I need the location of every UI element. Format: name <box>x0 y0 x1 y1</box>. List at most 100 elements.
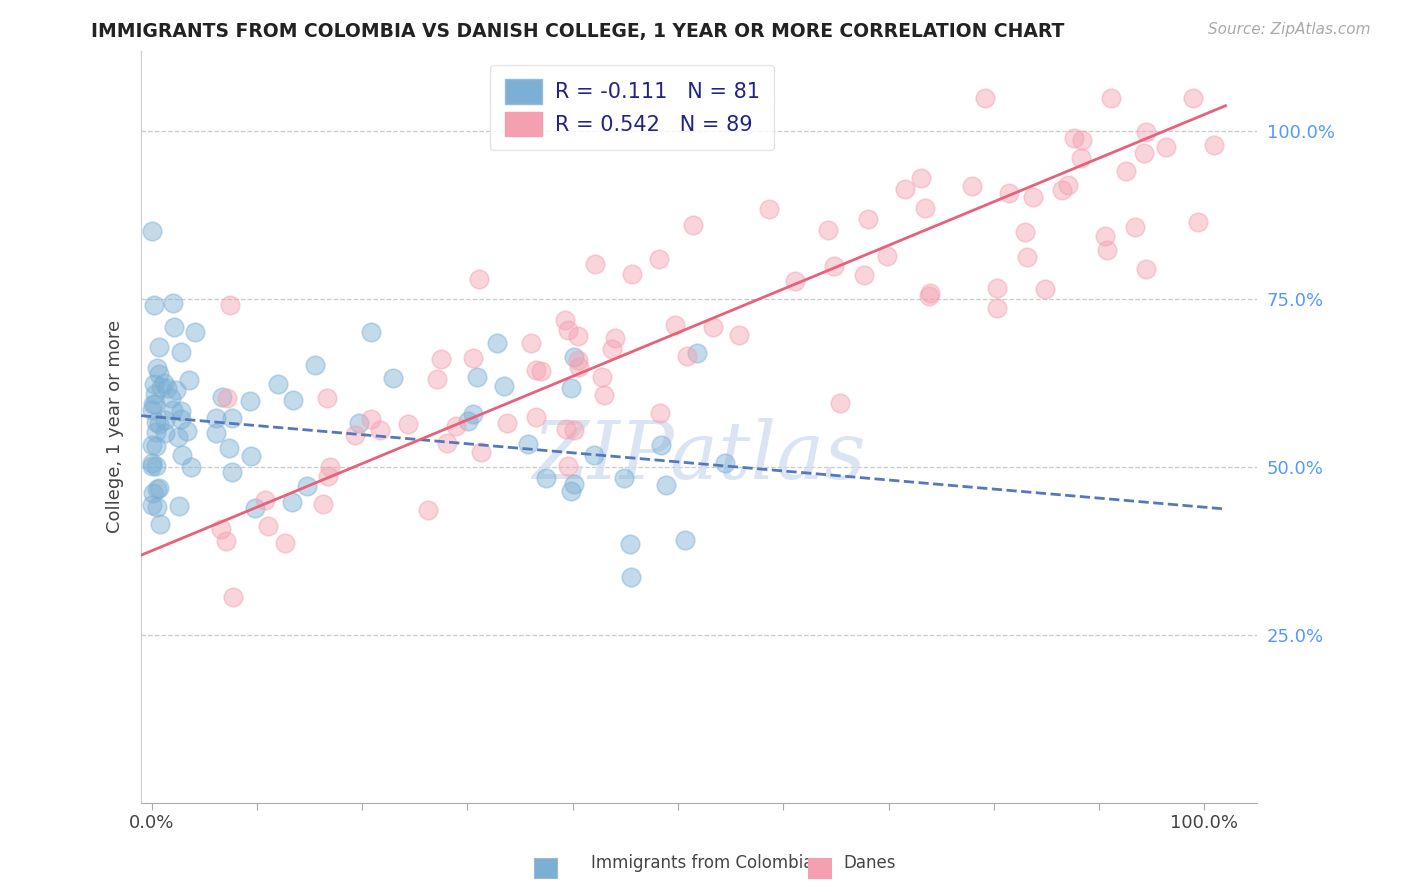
Point <box>176 424 198 438</box>
Point <box>156 380 179 394</box>
Point <box>165 384 187 398</box>
Point <box>1057 178 1080 193</box>
Point <box>253 493 276 508</box>
Point <box>209 522 232 536</box>
Point <box>461 351 484 366</box>
Point <box>143 397 166 411</box>
Point <box>162 296 184 310</box>
Point <box>343 428 366 442</box>
Point <box>142 298 165 312</box>
Point <box>256 519 278 533</box>
Point <box>823 259 845 273</box>
Legend: R = -0.111   N = 81, R = 0.542   N = 89: R = -0.111 N = 81, R = 0.542 N = 89 <box>491 65 775 151</box>
Point <box>494 379 516 393</box>
Point <box>142 397 165 411</box>
Point <box>465 370 488 384</box>
Text: Danes: Danes <box>844 855 896 872</box>
Point <box>218 298 240 312</box>
Point <box>370 423 392 437</box>
Point <box>316 391 339 405</box>
Point <box>416 503 439 517</box>
Point <box>468 272 491 286</box>
Text: Source: ZipAtlas.com: Source: ZipAtlas.com <box>1208 22 1371 37</box>
Point <box>145 415 167 429</box>
Point <box>1071 133 1094 147</box>
Point <box>148 340 170 354</box>
Point <box>396 417 419 432</box>
Point <box>167 430 190 444</box>
Point <box>830 396 852 410</box>
Point <box>918 289 941 303</box>
Point <box>304 359 326 373</box>
Point <box>974 91 997 105</box>
Point <box>169 403 191 417</box>
Point <box>218 441 240 455</box>
Point <box>554 313 576 327</box>
Point <box>143 377 166 392</box>
Point <box>145 439 167 453</box>
Point <box>470 444 492 458</box>
Point <box>148 517 170 532</box>
Point <box>217 391 239 405</box>
Y-axis label: College, 1 year or more: College, 1 year or more <box>107 320 124 533</box>
Point <box>172 448 194 462</box>
Point <box>592 370 614 384</box>
Point <box>1123 220 1146 235</box>
Point <box>714 456 737 470</box>
Point <box>215 533 238 548</box>
Point <box>675 349 697 363</box>
Point <box>162 403 184 417</box>
Point <box>148 417 170 432</box>
Point <box>702 320 724 334</box>
Point <box>619 537 641 551</box>
Point <box>160 391 183 405</box>
Point <box>524 362 547 376</box>
Point <box>148 368 170 382</box>
Point <box>170 345 193 359</box>
Point <box>486 335 509 350</box>
Point <box>560 483 582 498</box>
Point <box>1094 228 1116 243</box>
Point <box>682 218 704 232</box>
Point <box>312 497 335 511</box>
Point <box>1204 138 1226 153</box>
Point <box>557 459 579 474</box>
Point <box>1063 131 1085 145</box>
Point <box>1022 189 1045 203</box>
Point <box>1095 243 1118 257</box>
Point <box>583 257 606 271</box>
Point <box>520 336 543 351</box>
Point <box>205 410 228 425</box>
Point <box>444 418 467 433</box>
Point <box>180 460 202 475</box>
Point <box>914 202 936 216</box>
Point <box>530 363 553 377</box>
Point <box>620 570 643 584</box>
Point <box>560 381 582 395</box>
Point <box>143 386 166 401</box>
Point <box>141 438 163 452</box>
Point <box>1187 215 1209 229</box>
Point <box>205 425 228 440</box>
Point <box>436 436 458 450</box>
Text: IMMIGRANTS FROM COLOMBIA VS DANISH COLLEGE, 1 YEAR OR MORE CORRELATION CHART: IMMIGRANTS FROM COLOMBIA VS DANISH COLLE… <box>91 22 1064 41</box>
Point <box>728 327 751 342</box>
Point <box>568 360 591 375</box>
Point <box>1132 146 1154 161</box>
Point <box>184 325 207 339</box>
Point <box>562 477 585 491</box>
Point <box>1156 140 1178 154</box>
Point <box>141 459 163 474</box>
Point <box>960 178 983 193</box>
Point <box>463 407 485 421</box>
Point <box>155 413 177 427</box>
Point <box>295 479 318 493</box>
Point <box>686 346 709 360</box>
Point <box>170 412 193 426</box>
Point <box>567 353 589 368</box>
Point <box>146 500 169 515</box>
Point <box>145 458 167 473</box>
Point <box>673 533 696 547</box>
Point <box>429 351 451 366</box>
Point <box>758 202 780 217</box>
